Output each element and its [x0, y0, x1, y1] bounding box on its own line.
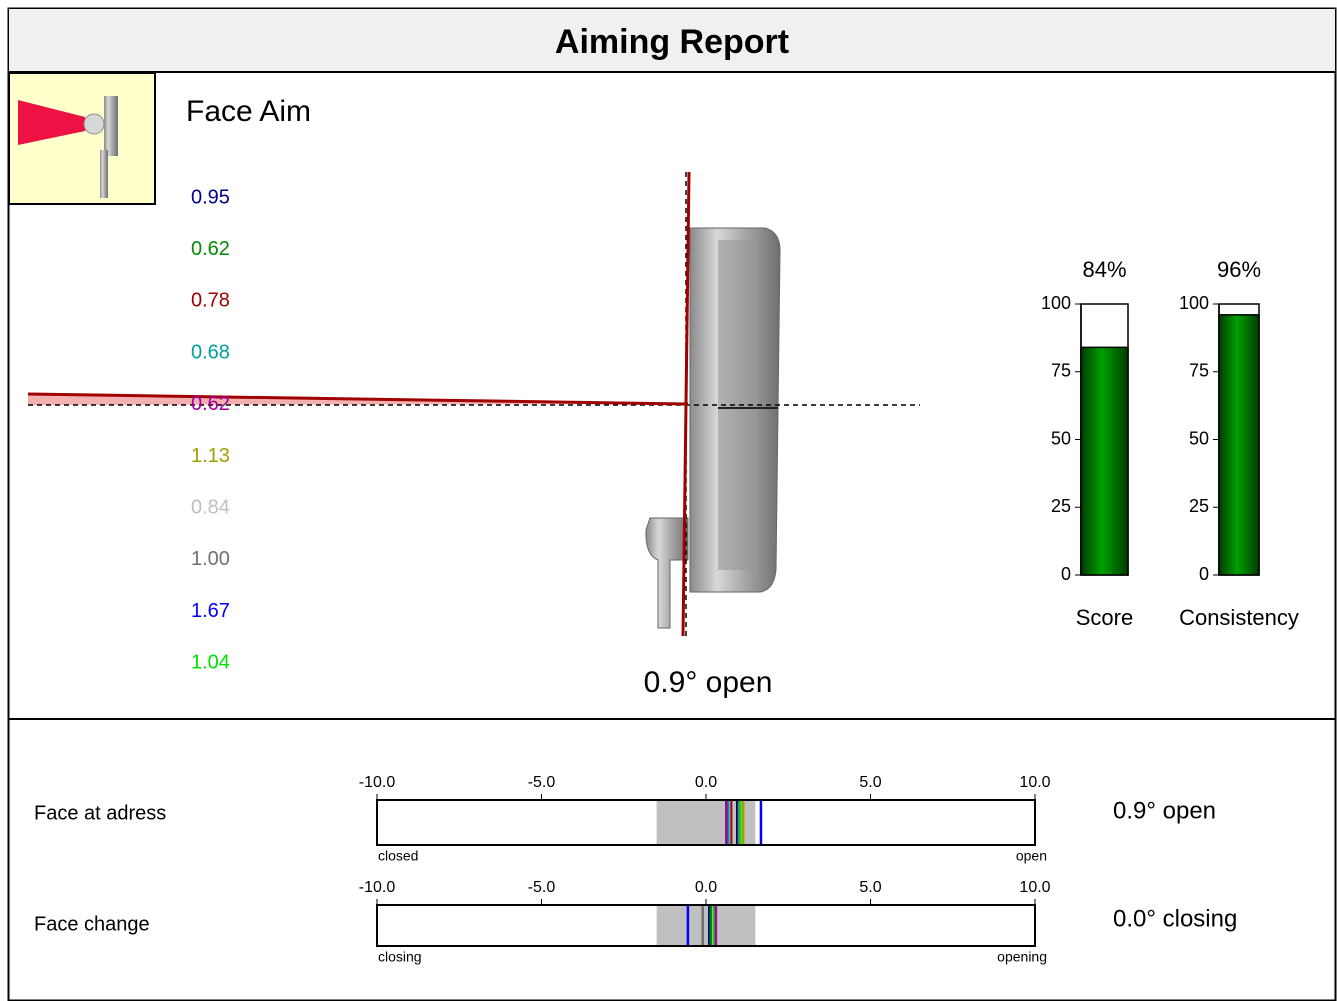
tick-label: 50 — [1051, 428, 1071, 448]
tick-label: -5.0 — [528, 774, 556, 791]
band — [656, 905, 756, 946]
tick-label: 0 — [1199, 564, 1209, 584]
gauge-name: Score — [1076, 605, 1133, 630]
tick-label: 75 — [1051, 361, 1071, 381]
tick-label: 0.0 — [695, 879, 717, 896]
tick-label: 5.0 — [859, 774, 881, 791]
row-name: Face at adress — [34, 802, 166, 824]
tick-label: 10.0 — [1019, 879, 1050, 896]
row-result: 0.9° open — [1113, 797, 1216, 824]
reading: 1.13 — [191, 445, 230, 467]
header-bar — [9, 9, 1335, 71]
strip-right: open — [1016, 848, 1047, 864]
gauge-bar — [1218, 314, 1260, 576]
reading: 1.00 — [191, 548, 230, 570]
reading: 0.84 — [191, 496, 230, 518]
tick-label: -5.0 — [528, 879, 556, 896]
putter — [27, 171, 920, 640]
gauge-name: Consistency — [1179, 605, 1299, 630]
tick-label: 100 — [1041, 293, 1071, 313]
gauge-bar — [1080, 346, 1129, 576]
strip-right: opening — [997, 949, 1047, 965]
reading: 1.67 — [191, 600, 230, 622]
tick-label: 75 — [1189, 361, 1209, 381]
row-name: Face change — [34, 913, 150, 935]
reading: 0.78 — [191, 290, 230, 312]
tick-label: 0 — [1061, 564, 1071, 584]
strip-left: closing — [378, 949, 422, 965]
tick-label: 10.0 — [1019, 774, 1050, 791]
gauge-value: 96% — [1217, 257, 1261, 282]
tick-label: 25 — [1051, 496, 1071, 516]
section-title: Face Aim — [186, 95, 311, 128]
title: Aiming Report — [555, 23, 789, 61]
tick-label: 0.0 — [695, 774, 717, 791]
tick-label: -10.0 — [359, 879, 396, 896]
reading: 0.62 — [191, 393, 230, 415]
reading: 0.62 — [191, 238, 230, 260]
row-result: 0.0° closing — [1113, 905, 1237, 932]
icon — [8, 72, 156, 205]
reading: 0.95 — [191, 186, 230, 208]
tick-label: -10.0 — [359, 774, 396, 791]
tick-label: 100 — [1179, 293, 1209, 313]
tick-label: 50 — [1189, 428, 1209, 448]
aim-result: 0.9° open — [644, 666, 773, 699]
gauge-value: 84% — [1082, 257, 1126, 282]
tick-label: 25 — [1189, 496, 1209, 516]
reading: 0.68 — [191, 341, 230, 363]
tick-label: 5.0 — [859, 879, 881, 896]
reading: 1.04 — [191, 652, 230, 674]
strip-left: closed — [378, 848, 418, 864]
